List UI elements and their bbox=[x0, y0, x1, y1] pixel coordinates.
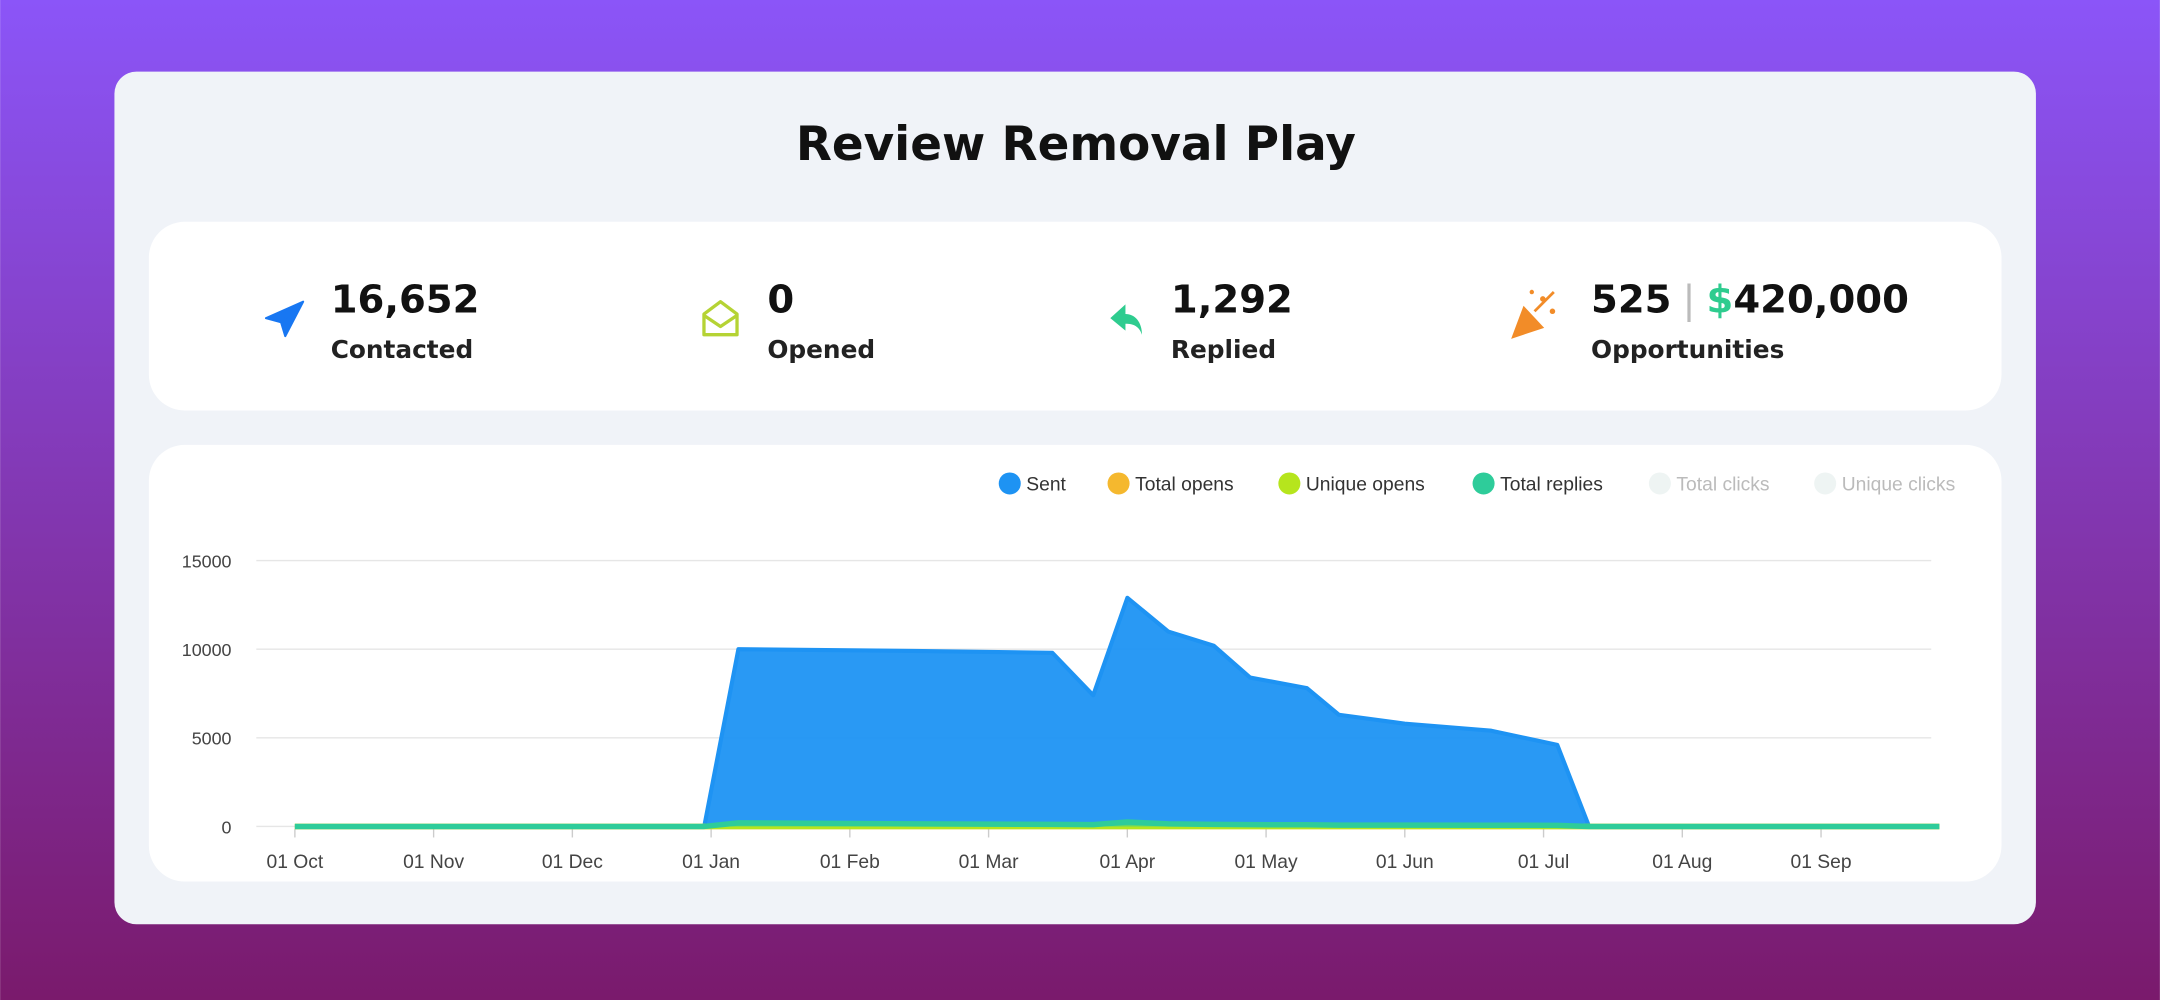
y-tick-label: 0 bbox=[222, 817, 232, 837]
legend-label: Total clicks bbox=[1676, 474, 1769, 495]
line-0 bbox=[294, 595, 1940, 829]
x-tick-label: 01 Apr bbox=[1099, 852, 1155, 873]
x-tick-label: 01 Nov bbox=[403, 852, 464, 873]
stat-amount: 420,000 bbox=[1733, 278, 1909, 323]
legend-label: Total opens bbox=[1135, 474, 1234, 495]
legend-label: Unique clicks bbox=[1842, 474, 1956, 495]
area-0 bbox=[256, 597, 1940, 827]
stat-separator: | bbox=[1683, 278, 1696, 323]
x-tick-label: 01 Oct bbox=[266, 852, 323, 873]
stat-label: Replied bbox=[1171, 335, 1276, 364]
legend-dot bbox=[1107, 472, 1130, 495]
stat-value: 0 bbox=[767, 278, 794, 323]
x-tick-label: 01 Jan bbox=[682, 852, 740, 873]
y-tick-label: 15000 bbox=[182, 551, 232, 571]
legend-label: Total replies bbox=[1500, 474, 1603, 495]
stats-panel bbox=[148, 221, 2002, 411]
x-tick-label: 01 Jul bbox=[1518, 852, 1569, 873]
stat-count: 525 bbox=[1591, 278, 1671, 323]
legend-dot bbox=[1814, 472, 1837, 495]
stat-value: 16,652 bbox=[331, 278, 480, 323]
stat-label: Contacted bbox=[331, 335, 474, 364]
legend-label: Unique opens bbox=[1306, 474, 1425, 495]
x-tick-label: 01 Mar bbox=[959, 852, 1020, 873]
legend-dot bbox=[1648, 472, 1671, 495]
legend-dot bbox=[1472, 472, 1495, 495]
y-tick-label: 5000 bbox=[192, 729, 232, 749]
stat-label: Opportunities bbox=[1591, 335, 1784, 364]
stat-value: 525 | $420,000 bbox=[1591, 278, 1909, 323]
x-tick-label: 01 May bbox=[1234, 852, 1298, 873]
icon-replied bbox=[1110, 304, 1142, 335]
legend-dot bbox=[1278, 472, 1301, 495]
stat-value: 1,292 bbox=[1171, 278, 1293, 323]
legend-dot bbox=[998, 472, 1021, 495]
line-3 bbox=[294, 819, 1940, 830]
x-tick-label: 01 Sep bbox=[1791, 852, 1852, 873]
stat-label: Opened bbox=[767, 335, 875, 364]
card-title: Review Removal Play bbox=[796, 118, 1356, 172]
x-tick-label: 01 Aug bbox=[1652, 852, 1712, 873]
x-tick-label: 01 Feb bbox=[820, 852, 880, 873]
x-tick-label: 01 Jun bbox=[1376, 852, 1434, 873]
chart: 0 5000 10000 15000 01 Oct 01 Nov 01 Dec 01 Jan 0… bbox=[182, 472, 1956, 873]
icon-opportunities bbox=[1511, 289, 1556, 339]
x-tick-label: 01 Dec bbox=[542, 852, 603, 873]
icon-opened bbox=[702, 299, 739, 337]
stat-currency: $ bbox=[1707, 278, 1734, 323]
y-tick-label: 10000 bbox=[182, 640, 232, 660]
icon-sent bbox=[264, 300, 305, 338]
legend-label: Sent bbox=[1026, 474, 1066, 495]
